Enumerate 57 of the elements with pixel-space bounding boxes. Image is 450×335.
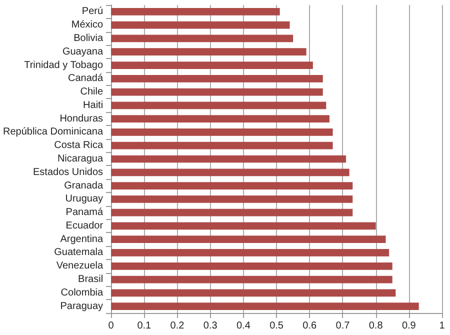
y-tick-label: Nicaragua (57, 154, 104, 164)
x-tick-label: 0.8 (368, 320, 384, 332)
x-tick-label: 0.1 (137, 320, 152, 332)
y-tick-label: Ecuador (66, 220, 104, 232)
y-tick-label: Perú (82, 6, 104, 18)
bar (111, 302, 419, 310)
bar (111, 236, 386, 244)
y-tick-label: Estados Unidos (33, 166, 104, 178)
y-tick-label: Guatemala (54, 247, 104, 258)
x-tick-label: 0.9 (402, 320, 416, 332)
x-tick-label: 0.2 (170, 320, 185, 332)
bar (111, 128, 333, 136)
bar (111, 208, 353, 216)
x-tick-label: 1 (439, 320, 446, 332)
x-tick-label: 0.7 (336, 320, 350, 332)
y-tick-label: Trinidad y Tobago (24, 60, 104, 71)
y-tick-label: Uruguay (65, 194, 104, 205)
y-tick-label: República Dominicana (2, 126, 104, 138)
bar (111, 182, 353, 190)
bar (111, 115, 330, 123)
bar (111, 21, 290, 29)
bar (111, 262, 392, 270)
x-tick-label: 0.6 (302, 320, 318, 332)
y-tick-label: Costa Rica (54, 140, 104, 152)
y-tick-label: Brasil (78, 274, 104, 286)
bar (111, 168, 350, 176)
bar (111, 48, 306, 56)
bar (111, 289, 396, 297)
y-tick-label: Colombia (60, 287, 104, 298)
y-tick-label: Panamá (66, 207, 104, 218)
bar (111, 62, 313, 69)
y-tick-label: México (71, 20, 104, 31)
x-tick-label: 0.4 (236, 320, 251, 332)
y-tick-label: Argentina (60, 234, 104, 245)
bar (111, 195, 353, 203)
y-tick-label: Chile (80, 86, 104, 98)
bar (111, 142, 333, 150)
y-tick-label: Guayana (62, 46, 104, 58)
y-tick-label: Haiti (83, 100, 104, 111)
x-tick-label: 0.3 (203, 320, 218, 332)
bar (111, 222, 376, 230)
bar (111, 155, 346, 163)
y-tick-label: Canadá (68, 73, 104, 84)
y-tick-label: Honduras (60, 113, 104, 124)
bar (111, 88, 323, 96)
bar (111, 74, 323, 82)
x-tick-label: 0 (108, 320, 114, 332)
bar (111, 34, 294, 42)
y-tick-label: Granada (64, 180, 104, 192)
bar (111, 102, 326, 110)
y-tick-label: Venezuela (56, 260, 104, 272)
y-tick-label: Paraguay (60, 300, 104, 312)
y-tick-label: Bolivia (74, 32, 104, 44)
bar (111, 8, 280, 16)
bar (111, 276, 392, 284)
bar (111, 249, 390, 256)
x-tick-label: 0.5 (270, 320, 284, 332)
